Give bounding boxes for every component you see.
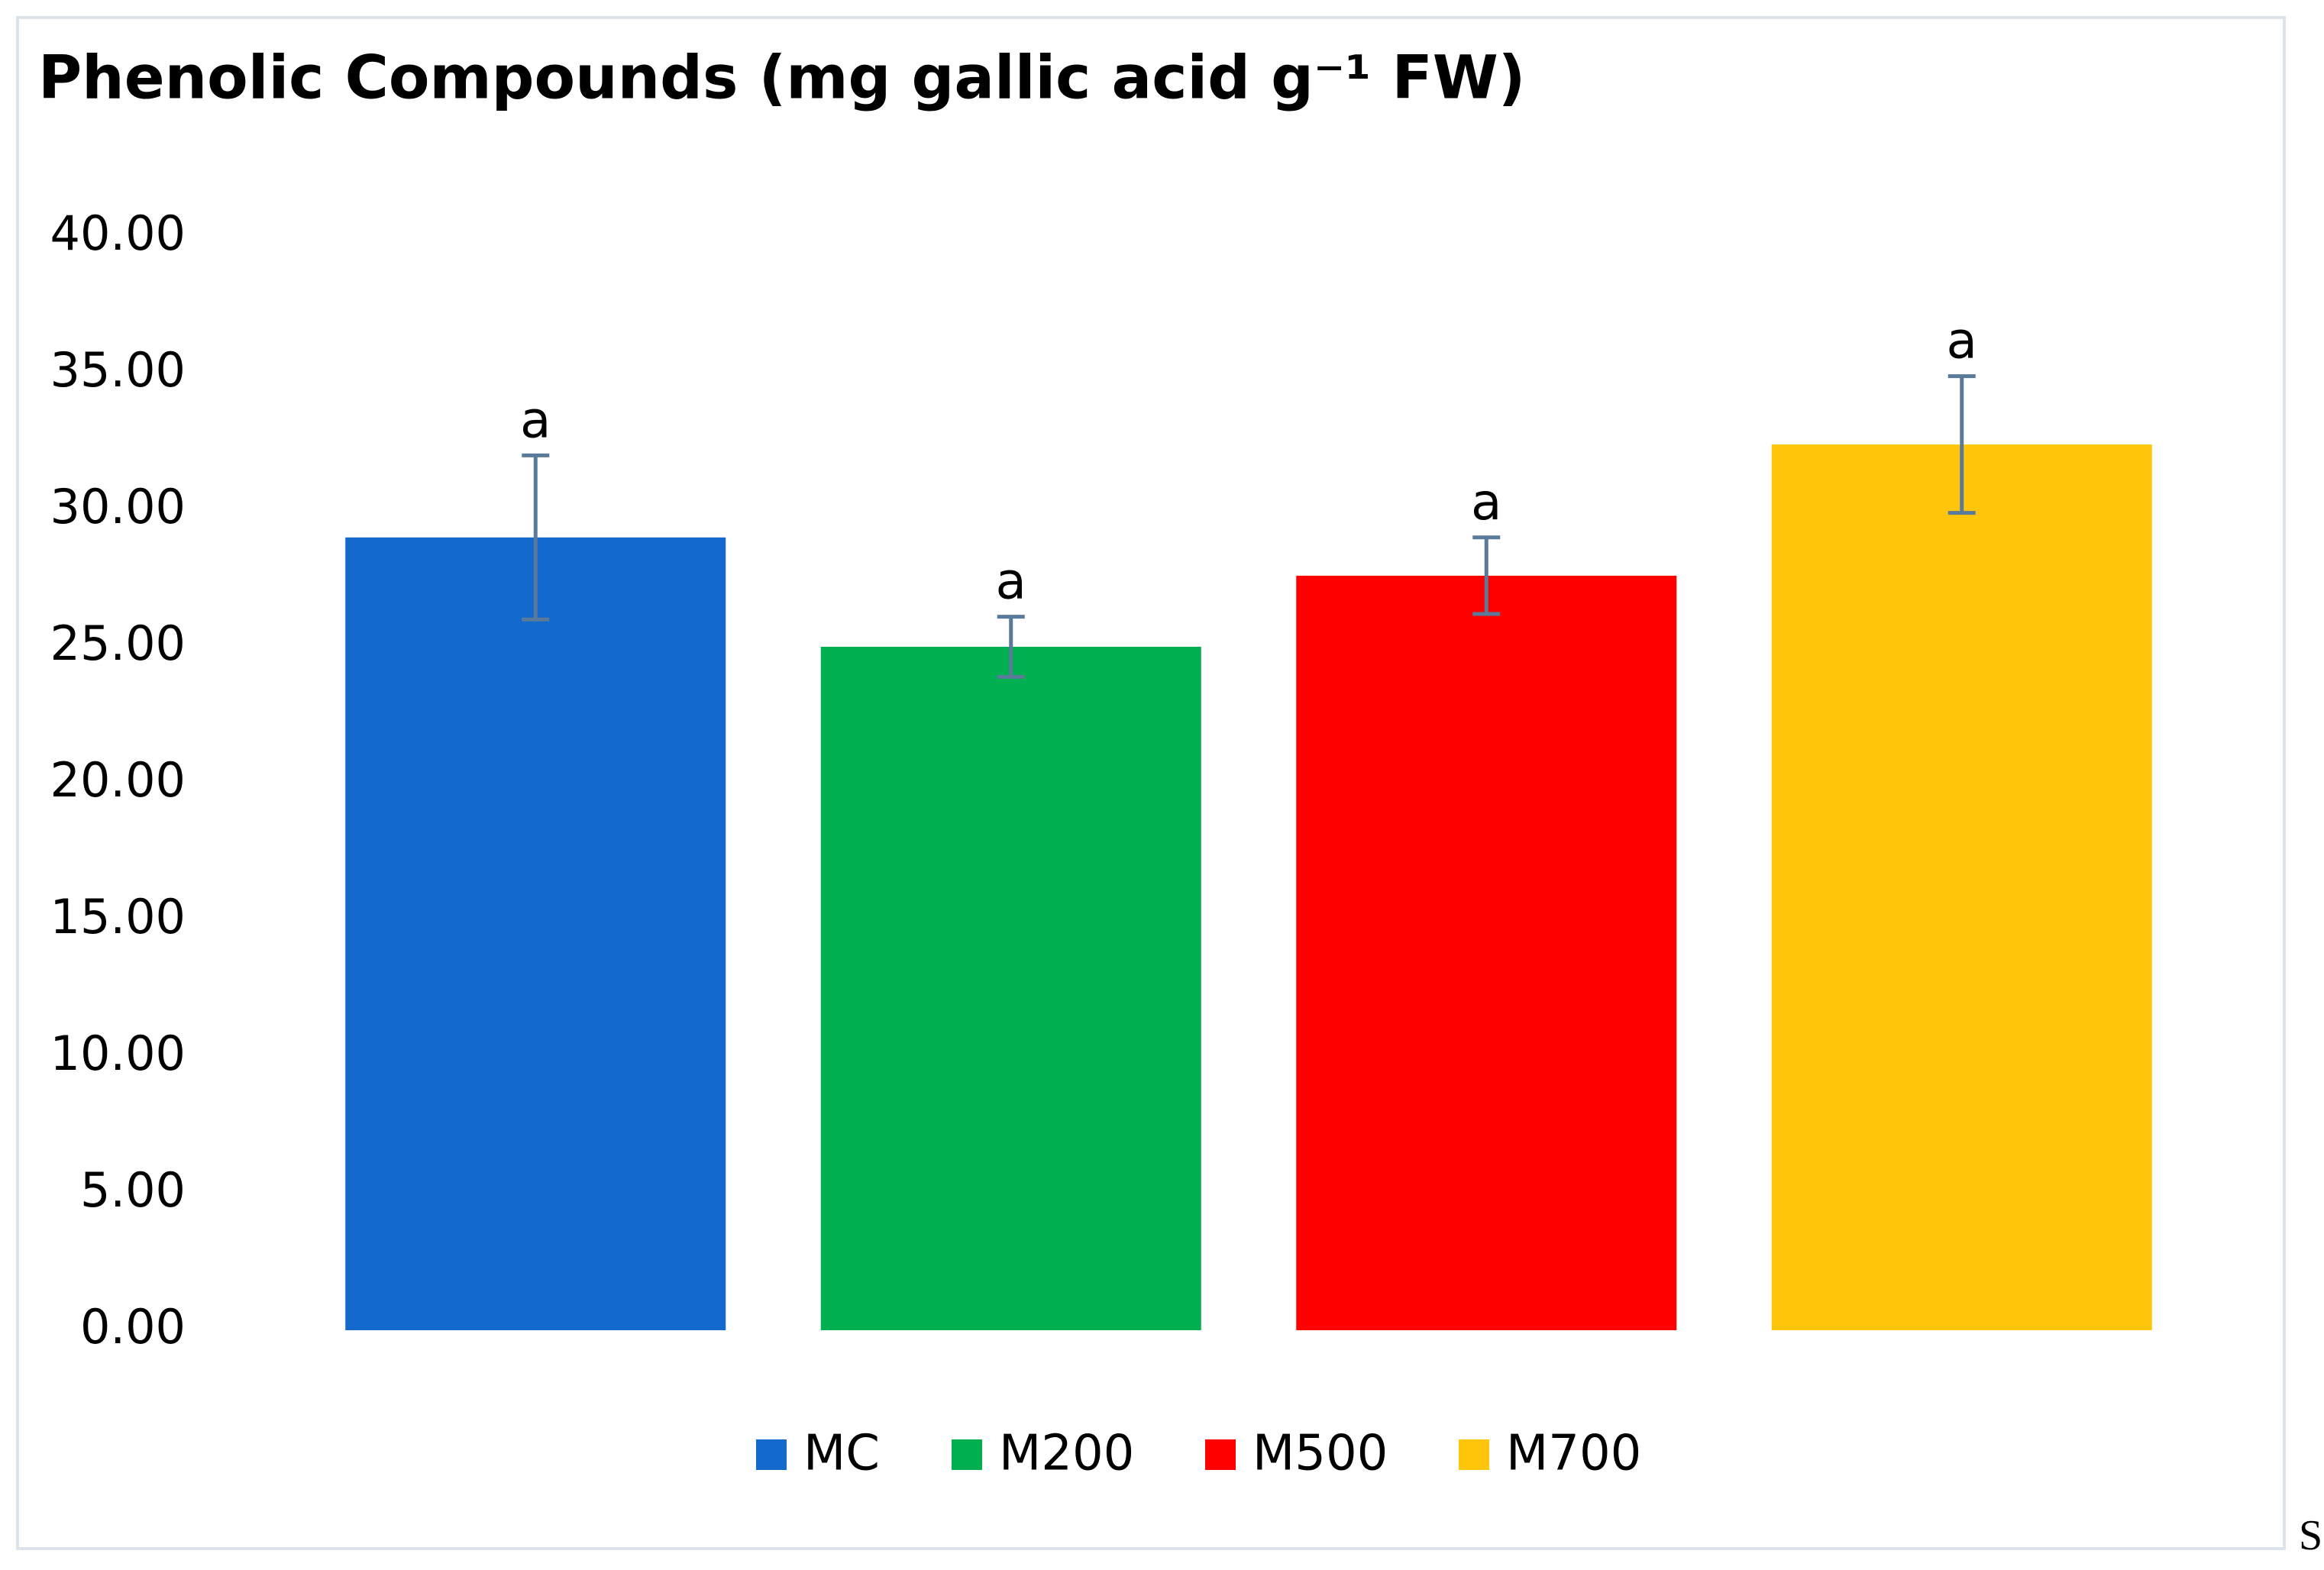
bar bbox=[345, 537, 726, 1330]
legend-swatch bbox=[756, 1439, 787, 1470]
error-bar bbox=[1472, 535, 1501, 616]
bar bbox=[1771, 444, 2152, 1330]
legend-swatch bbox=[1205, 1439, 1236, 1470]
y-tick-label: 10.00 bbox=[50, 1026, 186, 1081]
legend-swatch bbox=[1459, 1439, 1489, 1470]
error-bar bbox=[1947, 374, 1976, 515]
legend-label: MC bbox=[803, 1426, 880, 1482]
y-tick-label: 35.00 bbox=[50, 342, 186, 398]
chart-title: Phenolic Compounds (mg gallic acid g⁻¹ F… bbox=[38, 44, 1525, 112]
significance-letter: a bbox=[520, 390, 551, 449]
bar bbox=[1296, 575, 1677, 1330]
y-tick-label: 25.00 bbox=[50, 615, 186, 671]
y-tick-label: 20.00 bbox=[50, 752, 186, 808]
error-bar bbox=[522, 453, 550, 622]
y-tick-label: 5.00 bbox=[80, 1162, 186, 1218]
legend-swatch bbox=[952, 1439, 982, 1470]
legend-label: M200 bbox=[999, 1426, 1134, 1482]
y-tick-label: 15.00 bbox=[50, 889, 186, 945]
y-tick-label: 40.00 bbox=[50, 205, 186, 261]
y-tick-label: 30.00 bbox=[50, 479, 186, 535]
corner-text: S bbox=[2299, 1512, 2322, 1559]
bar bbox=[820, 647, 1201, 1330]
legend-label: M500 bbox=[1253, 1426, 1388, 1482]
legend-label: M700 bbox=[1506, 1426, 1641, 1482]
y-tick-label: 0.00 bbox=[80, 1299, 186, 1355]
error-bar bbox=[997, 615, 1025, 679]
significance-letter: a bbox=[1947, 312, 1977, 370]
significance-letter: a bbox=[1471, 473, 1501, 531]
significance-letter: a bbox=[996, 552, 1026, 611]
